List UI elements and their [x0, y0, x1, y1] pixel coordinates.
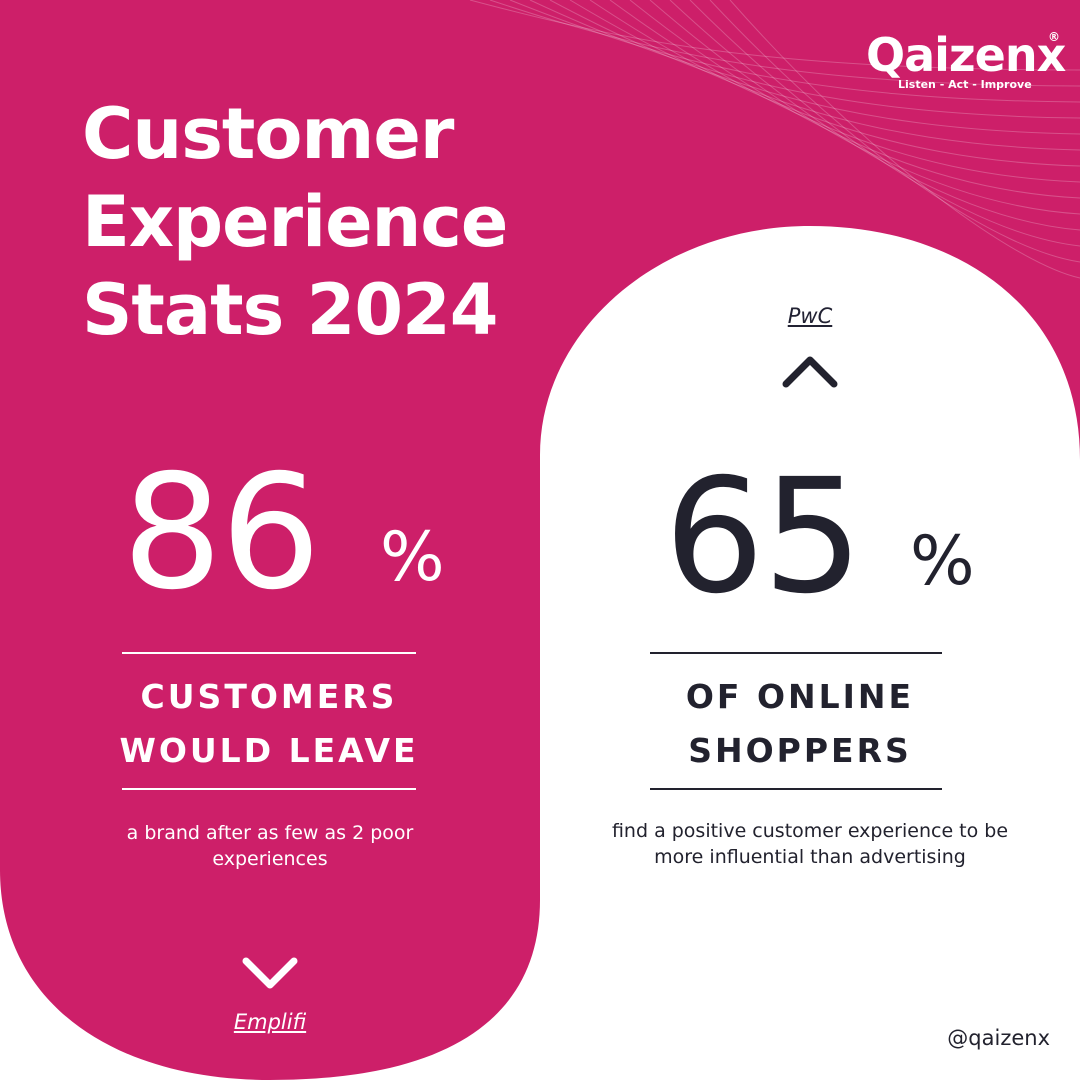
divider-right-top	[650, 652, 942, 654]
divider-left-bottom	[122, 788, 416, 790]
stat-left-description: a brand after as few as 2 poor experienc…	[126, 822, 414, 870]
title-line-3: Stats 2024	[82, 269, 498, 351]
title-line-2: Experience	[82, 181, 508, 263]
stat-right-unit: %	[910, 522, 975, 601]
chevron-up-icon	[782, 356, 838, 388]
divider-left-top	[122, 652, 416, 654]
page-title: Customer Experience Stats 2024	[82, 90, 602, 354]
brand-tagline: Listen - Act - Improve	[898, 78, 1032, 91]
stat-right-value: 65	[664, 445, 863, 629]
stat-left-value: 86	[122, 441, 321, 625]
title-line-1: Customer	[82, 93, 454, 175]
social-handle: @qaizenx	[947, 1026, 1050, 1050]
decorative-wave-lines	[469, 0, 1080, 279]
stat-left-label: CUSTOMERS WOULD LEAVE	[100, 670, 438, 778]
source-link-emplifi[interactable]: Emplifi	[233, 1010, 307, 1034]
stat-right-label-line-1: OF ONLINE	[685, 677, 915, 716]
source-link-pwc[interactable]: PwC	[787, 304, 833, 328]
registered-mark: ®	[1048, 30, 1060, 44]
stat-left-label-line-1: CUSTOMERS	[140, 677, 398, 716]
stat-right-description: find a positive customer experience to b…	[611, 820, 1009, 868]
stat-left-label-line-2: WOULD LEAVE	[119, 731, 419, 770]
brand-logo: Qaizenx ® Listen - Act - Improve	[866, 28, 1066, 98]
stat-left-unit: %	[380, 518, 445, 597]
stat-right-label: OF ONLINE SHOPPERS	[630, 670, 970, 778]
chevron-down-icon	[242, 957, 298, 989]
brand-name: Qaizenx	[866, 28, 1066, 82]
stat-right-label-line-2: SHOPPERS	[688, 731, 912, 770]
divider-right-bottom	[650, 788, 942, 790]
